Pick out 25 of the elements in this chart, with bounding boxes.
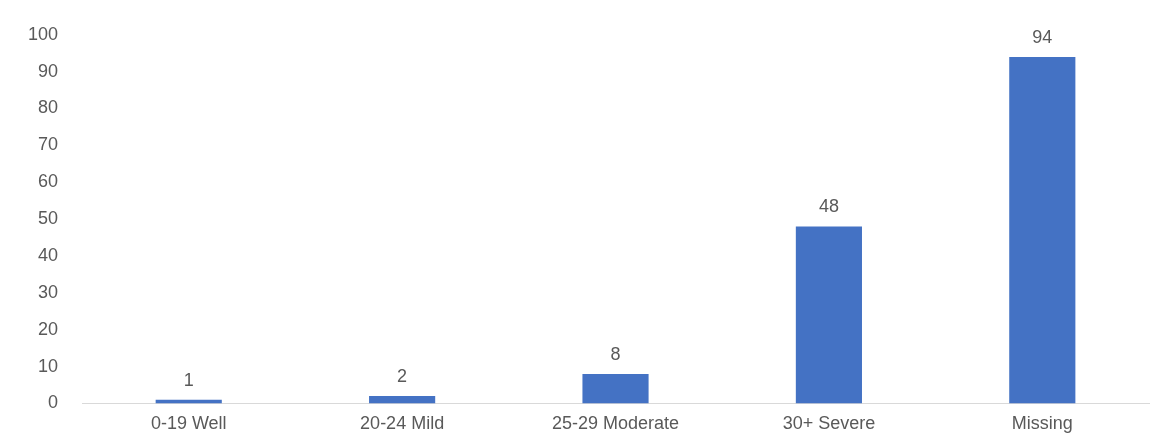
data-label: 8 <box>610 343 621 364</box>
bar <box>795 226 862 404</box>
x-tick-label: 20-24 Mild <box>360 413 445 434</box>
x-tick-label: 30+ Severe <box>782 413 876 434</box>
data-label: 1 <box>183 369 194 390</box>
y-tick-label: 100 <box>27 23 59 44</box>
y-tick-label: 40 <box>38 244 59 265</box>
x-tick-label: Missing <box>1011 413 1073 434</box>
y-tick-label: 0 <box>48 392 59 413</box>
bar <box>582 373 649 404</box>
y-tick-label: 20 <box>38 318 59 339</box>
y-tick-label: 90 <box>38 60 59 81</box>
data-label: 2 <box>397 366 408 386</box>
bar <box>1009 56 1076 404</box>
x-tick-label: 0-19 Well <box>150 413 227 434</box>
y-tick-label: 80 <box>38 97 59 118</box>
bar <box>369 396 436 404</box>
y-tick-label: 70 <box>38 134 59 155</box>
data-label: 48 <box>818 196 839 217</box>
y-tick-label: 50 <box>38 208 59 229</box>
data-label: 94 <box>1032 26 1053 47</box>
y-tick-label: 60 <box>38 171 59 192</box>
y-tick-label: 30 <box>38 281 59 302</box>
y-tick-label: 10 <box>38 355 59 376</box>
x-tick-label: 25-29 Moderate <box>551 413 680 434</box>
